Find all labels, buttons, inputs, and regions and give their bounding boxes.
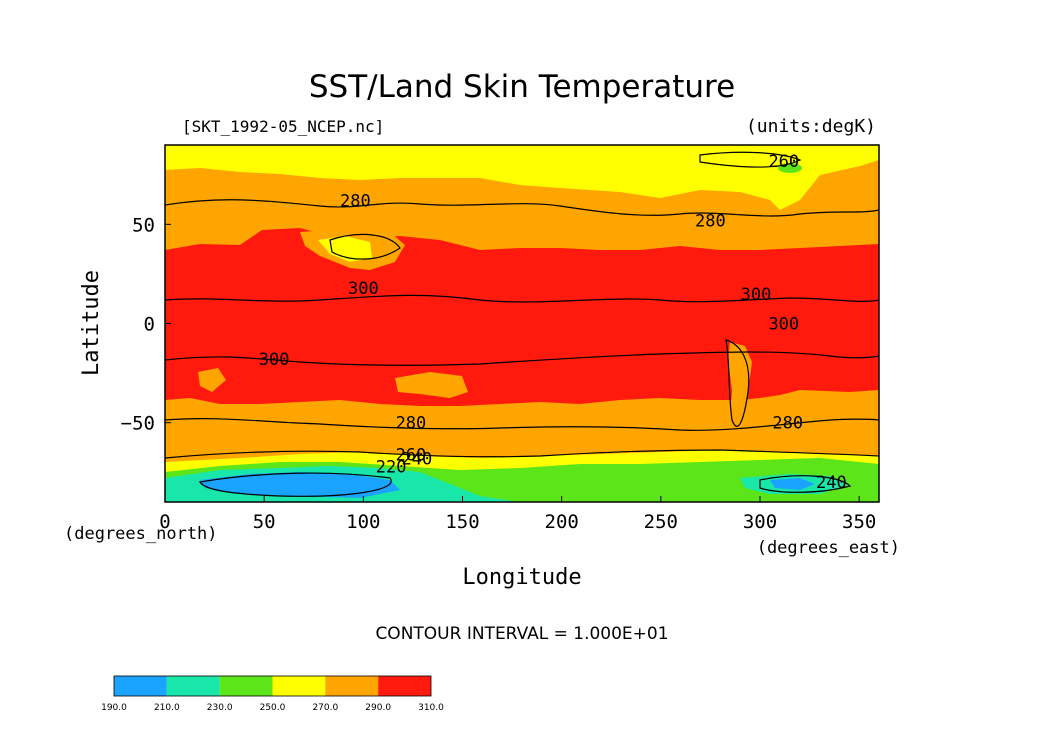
contour-label: 240: [402, 449, 433, 469]
contour-label: 300: [348, 279, 379, 299]
contour-label: 260: [768, 152, 799, 172]
colorbar-frame: [113, 675, 432, 697]
colorbar: 190.0 210.0 230.0 250.0 270.0 290.0 310.0: [101, 675, 444, 713]
contour-lines: [165, 151, 879, 497]
x-axis: 0 50 100 150 200 250 300 350 Longitude (degrees…: [159, 496, 900, 590]
contour-label: 280: [396, 414, 427, 434]
colorbar-swatch: [378, 676, 431, 696]
x-tick-label: 350: [842, 511, 876, 533]
units-label: (units:degK): [746, 116, 876, 137]
australia-orange: [395, 372, 468, 398]
x-tick-label: 150: [445, 511, 479, 533]
contour-label: 280: [340, 192, 371, 212]
colorbar-swatch: [325, 676, 379, 696]
colorbar-level-label: 290.0: [365, 703, 391, 713]
x-tick-label: 250: [644, 511, 678, 533]
x-tick-label: 50: [253, 511, 276, 533]
contour-interval: CONTOUR INTERVAL = 1.000E+01: [375, 624, 668, 644]
dataset-label: [SKT_1992-05_NCEP.nc]: [182, 117, 384, 136]
contour-label: 300: [768, 315, 799, 335]
y-tick-label: 50: [132, 214, 155, 236]
band-antarctic-210: [200, 472, 400, 498]
greenland-270: [762, 162, 820, 210]
contour-label: 300: [741, 285, 772, 305]
band-tropical-290: [165, 228, 879, 406]
x-axis-label: Longitude: [462, 565, 581, 590]
y-tick-label: −50: [121, 413, 155, 435]
colorbar-swatch: [166, 676, 220, 696]
contour-label: 280: [695, 211, 726, 231]
contour-label: 220: [376, 457, 407, 477]
africa-orange: [198, 368, 226, 392]
tibet-yellow: [318, 236, 372, 262]
x-tick-label: 300: [743, 511, 777, 533]
y-tick-label: 0: [144, 314, 155, 336]
colorbar-swatch: [272, 676, 326, 696]
contour-label: 240: [816, 473, 847, 493]
x-tick-label: 200: [545, 511, 579, 533]
x-tick-label: 100: [346, 511, 380, 533]
contour-label: 300: [259, 350, 290, 370]
chart-title: SST/Land Skin Temperature: [309, 69, 735, 105]
colorbar-level-label: 210.0: [154, 703, 180, 713]
y-axis-label: Latitude: [79, 270, 104, 376]
y-axis: −50 0 50 Latitude (degrees_north): [64, 214, 218, 544]
colorbar-level-label: 190.0: [101, 703, 127, 713]
andes-orange: [728, 342, 752, 436]
antarctic-blue-east: [770, 478, 815, 490]
contour-label: 280: [772, 414, 803, 434]
colorbar-level-label: 250.0: [260, 703, 286, 713]
colorbar-level-label: 230.0: [207, 703, 233, 713]
x-tick-label: 0: [159, 511, 170, 533]
colorbar-level-label: 310.0: [418, 703, 444, 713]
y-units-label: (degrees_north): [64, 524, 218, 544]
colorbar-swatch: [114, 676, 167, 696]
colorbar-level-label: 270.0: [312, 703, 338, 713]
colorbar-swatch: [219, 676, 273, 696]
contour-map: [165, 145, 879, 502]
contour-label: 260: [396, 445, 427, 465]
x-units-label: (degrees_east): [757, 538, 900, 558]
